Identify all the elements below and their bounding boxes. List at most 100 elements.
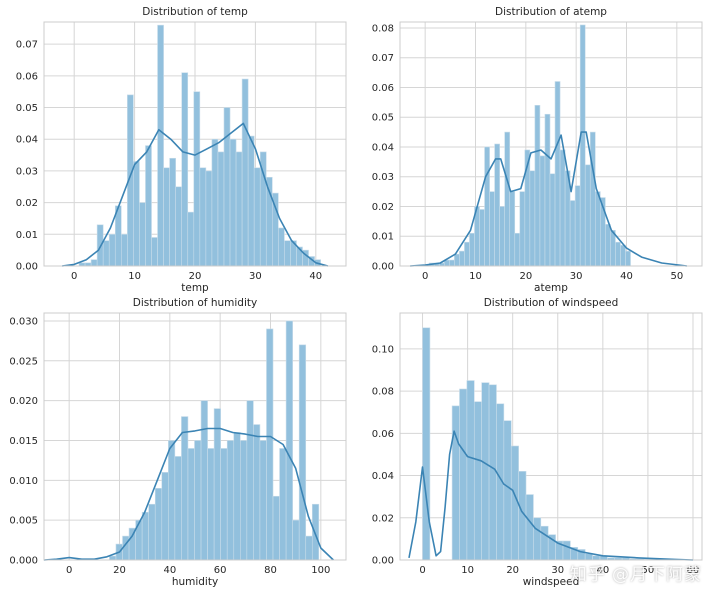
histogram-bar xyxy=(145,145,152,267)
histogram-bar xyxy=(610,229,616,267)
x-tick-label: 0 xyxy=(66,565,72,576)
histogram-bar xyxy=(102,240,110,267)
histogram-bar xyxy=(499,206,505,267)
watermark: 知乎 @月下阿蒙 xyxy=(569,565,702,585)
histogram-bar xyxy=(266,328,274,561)
histogram-bar xyxy=(540,525,549,561)
histogram-bar xyxy=(579,24,586,267)
histogram-bar xyxy=(141,511,149,561)
x-tick-label: 50 xyxy=(642,565,655,576)
x-tick-label: 0 xyxy=(71,271,77,282)
x-tick-label: 40 xyxy=(309,271,322,282)
chart-panel-4: 0.00 0.02 0.04 0.06 0.08 0.10 0 10 20 30 40 50 60 win… xyxy=(372,297,703,588)
histogram-bar xyxy=(298,344,307,561)
y-tick-label: 0.04 xyxy=(16,135,38,146)
chart-title: Distribution of humidity xyxy=(133,297,257,309)
y-tick-label: 0.06 xyxy=(16,71,38,82)
histogram-bar xyxy=(514,232,521,267)
histogram-bar xyxy=(305,535,313,561)
histogram-bar xyxy=(108,234,116,267)
y-tick-label: 0.00 xyxy=(372,556,394,567)
histogram-bar xyxy=(187,211,195,267)
x-tick-label: 20 xyxy=(519,271,532,282)
histogram-bar xyxy=(211,138,219,267)
y-tick-label: 0.05 xyxy=(16,103,38,114)
histogram-bar xyxy=(292,519,300,561)
histogram-bar xyxy=(519,191,526,267)
histogram-bar xyxy=(533,517,542,561)
histogram-bar xyxy=(466,380,475,561)
histogram-bar xyxy=(605,224,611,267)
histogram-bar xyxy=(193,91,201,267)
x-tick-label: 40 xyxy=(163,565,176,576)
histogram-bar xyxy=(525,494,534,561)
histogram-bar xyxy=(175,186,183,267)
x-tick-label: 0 xyxy=(419,565,425,576)
kde-line xyxy=(43,427,334,561)
histogram-bar xyxy=(509,191,516,267)
y-tick-label: 0.02 xyxy=(16,198,38,209)
x-tick-label: 20 xyxy=(113,565,126,576)
histogram-bar xyxy=(459,250,465,267)
kde-line xyxy=(408,430,694,561)
histogram-bar xyxy=(121,234,128,267)
histogram-bar xyxy=(226,440,235,561)
histogram-bar xyxy=(109,555,117,561)
histogram-bar xyxy=(213,408,221,561)
histogram-bar xyxy=(469,232,475,267)
histogram-bar xyxy=(229,138,237,267)
y-tick-label: 0.08 xyxy=(372,23,394,34)
y-tick-label: 0.10 xyxy=(372,344,394,355)
histogram-bar xyxy=(594,191,601,267)
x-tick-label: 40 xyxy=(596,565,609,576)
y-tick-label: 0.04 xyxy=(372,142,394,153)
histogram-bar xyxy=(539,155,546,267)
histogram-bar xyxy=(422,327,431,561)
x-axis-label: temp xyxy=(181,282,209,294)
histogram-bar xyxy=(615,241,621,267)
x-tick-label: 20 xyxy=(506,565,519,576)
y-tick-label: 0.01 xyxy=(16,230,38,241)
histogram-bar xyxy=(133,161,140,267)
histogram-bar xyxy=(194,440,202,561)
histogram-bar xyxy=(223,107,231,267)
y-tick-label: 0.020 xyxy=(9,396,38,407)
histogram-bar xyxy=(311,503,320,561)
histogram-bar xyxy=(174,456,182,561)
y-tick-label: 0.00 xyxy=(372,262,394,273)
x-tick-label: 80 xyxy=(264,565,277,576)
x-axis-label: atemp xyxy=(534,282,568,294)
plot-frame xyxy=(43,312,347,561)
histogram-bar xyxy=(494,143,500,267)
y-tick-label: 0.030 xyxy=(9,316,38,327)
y-tick-label: 0.010 xyxy=(9,476,38,487)
y-tick-label: 0.00 xyxy=(16,262,38,273)
histogram-bar xyxy=(241,78,249,267)
kde-line xyxy=(61,122,329,267)
histogram-bar xyxy=(253,167,261,267)
histogram-bar xyxy=(620,244,626,267)
x-tick-label: 10 xyxy=(469,271,482,282)
x-tick-label: 30 xyxy=(570,271,583,282)
y-tick-label: 0.07 xyxy=(16,40,38,51)
histogram-bar xyxy=(479,209,485,267)
histogram-bar xyxy=(504,131,511,267)
histogram-bar xyxy=(562,540,571,561)
histogram-bar xyxy=(484,146,490,267)
histogram-bar xyxy=(161,472,169,561)
histogram-bar xyxy=(559,149,566,267)
y-tick-label: 0.03 xyxy=(372,172,394,183)
x-tick-label: 10 xyxy=(461,565,474,576)
y-tick-label: 0.02 xyxy=(372,202,394,213)
histogram-bar xyxy=(199,167,207,267)
histogram-bar xyxy=(574,185,581,267)
histogram-bar xyxy=(259,440,267,561)
y-tick-label: 0.01 xyxy=(372,232,394,243)
histogram-bar xyxy=(187,448,195,561)
y-tick-label: 0.005 xyxy=(9,516,38,527)
x-tick-label: 100 xyxy=(311,565,330,576)
histogram-bar xyxy=(464,241,470,267)
histogram-bar xyxy=(200,400,208,561)
histogram-bar xyxy=(284,240,291,267)
